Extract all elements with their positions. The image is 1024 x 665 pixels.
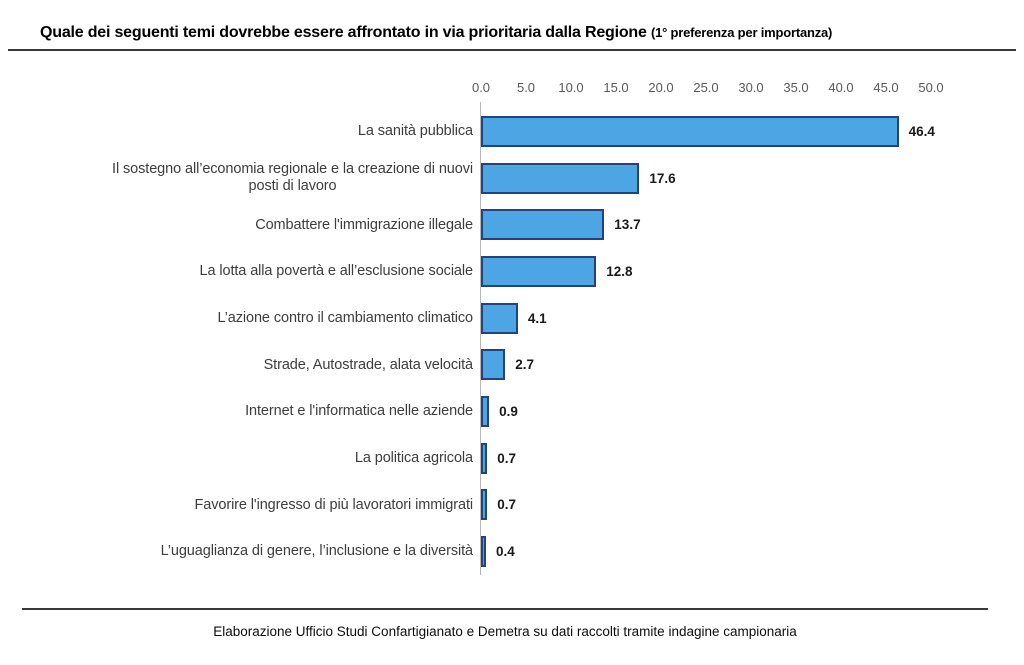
chart-title-main: Quale dei seguenti temi dovrebbe essere … <box>40 24 651 41</box>
category-label-cell: L’azione contro il cambiamento climatico <box>0 309 481 327</box>
category-label: L’uguaglianza di genere, l’inclusione e … <box>160 543 474 560</box>
bar-value-label: 12.8 <box>606 263 633 279</box>
bar <box>481 302 518 334</box>
category-label-cell: Internet e l'informatica nelle aziende <box>0 402 481 420</box>
bar-track: 46.4 <box>481 108 1024 155</box>
bar-value-label: 13.7 <box>614 217 641 233</box>
x-axis-tick-label: 0.0 <box>471 80 491 95</box>
category-label-cell: La lotta alla povertà e all’esclusione s… <box>0 262 481 280</box>
category-label: La sanità pubblica <box>357 123 473 140</box>
bar-value-label: 4.1 <box>527 310 547 326</box>
category-label: Combattere l'immigrazione illegale <box>255 216 473 233</box>
category-label-cell: Strade, Autostrade, alata velocità <box>0 356 481 374</box>
category-label-cell: Favorire l'ingresso di più lavoratori im… <box>0 496 481 514</box>
chart-row: La politica agricola 0.7 <box>0 435 1024 482</box>
bar <box>481 115 899 147</box>
bar-track: 0.7 <box>481 435 1024 482</box>
bar-track: 0.9 <box>481 388 1024 435</box>
chart-title-suffix: (1° preferenza per importanza) <box>650 25 833 40</box>
bar-value-label: 0.4 <box>496 544 515 560</box>
chart-row: L’uguaglianza di genere, l’inclusione e … <box>0 528 1024 575</box>
bar-value-label: 46.4 <box>908 123 935 139</box>
x-axis-tick-label: 40.0 <box>828 80 854 95</box>
title-divider <box>8 49 1016 51</box>
bar-track: 12.8 <box>481 248 1024 295</box>
x-axis-tick-label: 30.0 <box>738 80 764 95</box>
category-label: Favorire l'ingresso di più lavoratori im… <box>194 496 474 513</box>
x-axis-tick-label: 20.0 <box>648 80 674 95</box>
bar-track: 17.6 <box>481 155 1024 202</box>
category-label-cell: Combattere l'immigrazione illegale <box>0 216 481 234</box>
chart-row: Combattere l'immigrazione illegale 13.7 <box>0 201 1024 248</box>
x-axis-tick-label: 5.0 <box>516 80 536 95</box>
y-axis-line <box>480 102 481 575</box>
bar-value-label: 17.6 <box>649 170 676 186</box>
chart-plot-area: La sanità pubblica 46.4 Il sostegno all’ec… <box>0 108 1024 575</box>
x-axis-tick-label: 25.0 <box>693 80 719 95</box>
bar <box>481 489 488 521</box>
bar-track: 0.4 <box>481 528 1024 575</box>
category-label-cell: La politica agricola <box>0 449 481 467</box>
chart-row: Strade, Autostrade, alata velocità 2.7 <box>0 341 1024 388</box>
category-label: L’azione contro il cambiamento climatico <box>217 310 473 327</box>
category-label: La politica agricola <box>354 450 473 467</box>
chart-title: Quale dei seguenti temi dovrebbe essere … <box>40 24 832 42</box>
category-label-cell: L’uguaglianza di genere, l’inclusione e … <box>0 542 481 560</box>
chart-row: Internet e l'informatica nelle aziende 0.… <box>0 388 1024 435</box>
bar <box>481 536 486 568</box>
chart-row: La sanità pubblica 46.4 <box>0 108 1024 155</box>
chart-row: Il sostegno all’economia regionale e la … <box>0 155 1024 202</box>
category-label-cell: Il sostegno all’economia regionale e la … <box>0 161 481 195</box>
category-label: Strade, Autostrade, alata velocità <box>263 356 474 373</box>
x-axis-tick-label: 35.0 <box>783 80 809 95</box>
bar <box>481 349 506 381</box>
bar <box>481 162 640 194</box>
bar <box>481 209 605 241</box>
bar-track: 2.7 <box>481 341 1024 388</box>
bar-track: 13.7 <box>481 201 1024 248</box>
footer-divider <box>22 608 988 610</box>
chart-row: La lotta alla povertà e all’esclusione s… <box>0 248 1024 295</box>
chart-row: Favorire l'ingresso di più lavoratori im… <box>0 482 1024 529</box>
category-label: La lotta alla povertà e all’esclusione s… <box>199 263 474 280</box>
bar-track: 0.7 <box>481 482 1024 529</box>
x-axis-tick-label: 50.0 <box>918 80 944 95</box>
bar-value-label: 2.7 <box>515 357 535 373</box>
footer-source-note: Elaborazione Ufficio Studi Confartigiana… <box>213 624 797 639</box>
category-label-cell: La sanità pubblica <box>0 122 481 140</box>
x-axis-tick-label: 10.0 <box>558 80 584 95</box>
x-axis-tick-label: 45.0 <box>873 80 899 95</box>
x-axis-tick-label: 15.0 <box>603 80 629 95</box>
bar <box>481 395 490 427</box>
bar-value-label: 0.7 <box>497 497 517 513</box>
bar <box>481 255 597 287</box>
bar-track: 4.1 <box>481 295 1024 342</box>
category-label: Il sostegno all’economia regionale e la … <box>112 160 473 195</box>
category-label: Internet e l'informatica nelle aziende <box>245 403 473 420</box>
bar-value-label: 0.9 <box>499 403 518 419</box>
bar-value-label: 0.7 <box>497 450 517 466</box>
chart-row: L’azione contro il cambiamento climatico… <box>0 295 1024 342</box>
bar <box>481 442 488 474</box>
